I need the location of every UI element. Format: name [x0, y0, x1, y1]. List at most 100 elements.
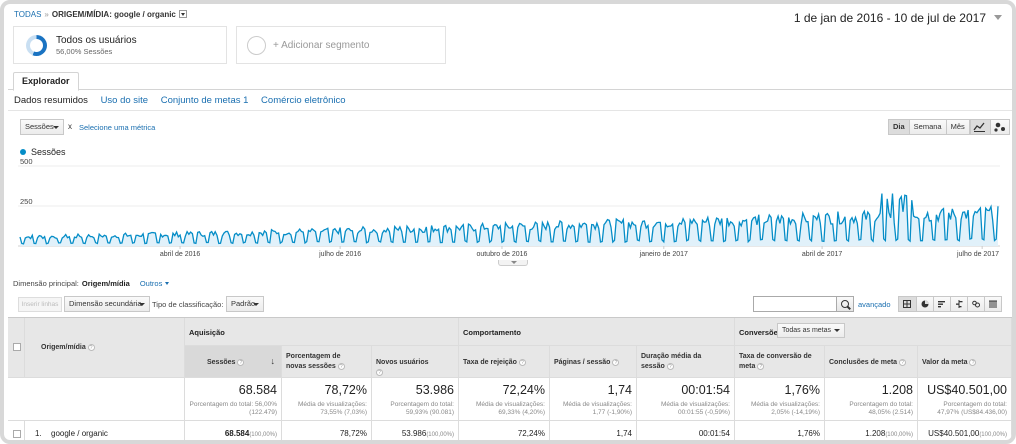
subtab-ecommerce[interactable]: Comércio eletrônico — [261, 95, 346, 106]
x-tick-label: julho de 2016 — [318, 251, 361, 258]
motion-chart-button[interactable] — [990, 120, 1009, 134]
breadcrumb-separator: » — [44, 10, 49, 19]
chart-resize-handle[interactable] — [498, 260, 528, 266]
subtab-goal-set-1[interactable]: Conjunto de metas 1 — [160, 95, 249, 106]
metric-select[interactable]: Sessões — [20, 119, 64, 135]
column-header-bounce-rate[interactable]: Taxa de rejeição ? — [459, 346, 550, 378]
pie-icon — [921, 300, 929, 308]
pivot-view-button[interactable] — [984, 297, 1001, 311]
search-icon[interactable] — [837, 296, 854, 312]
select-all-checkbox[interactable] — [13, 343, 21, 351]
column-header-goal-conversion-rate[interactable]: Taxa de conversão de meta ? — [735, 346, 825, 378]
row-value-number: 68.584 — [224, 429, 250, 438]
row-cell-sessions: 68.584(100,00%) — [185, 421, 282, 440]
granularity-month-button[interactable]: Mês — [945, 120, 969, 134]
line-chart-button[interactable] — [971, 120, 990, 134]
row-cell-goal-conversion-rate: 1,76% — [735, 421, 825, 440]
row-dimension-cell: 1. google / organic — [25, 421, 185, 440]
breadcrumb-current: ORIGEM/MÍDIA: google / organic — [51, 10, 176, 19]
subtab-site-usage[interactable]: Uso do site — [100, 95, 149, 106]
term-cloud-icon — [972, 300, 980, 308]
sessions-chart[interactable]: 500 250 abril de 2016 julho de 2016 outubro … — [18, 158, 1000, 260]
breadcrumb-all-link[interactable]: TODAS — [14, 10, 42, 19]
tab-explorer[interactable]: Explorador — [13, 72, 79, 91]
total-subtext: Média de visualizações: 1,77 (-1,90%) — [562, 401, 632, 416]
row-value: US$40.501,00(100,00%) — [928, 429, 1007, 438]
row-cell-goal-value: US$40.501,00(100,00%) — [918, 421, 1012, 440]
plot-rows-button[interactable]: Inserir linhas — [18, 297, 62, 312]
total-subtext: Porcentagem do total: 56,00% (122.479) — [189, 401, 277, 416]
granularity-day-button[interactable]: Dia — [889, 120, 909, 134]
chevron-down-icon[interactable] — [178, 10, 187, 18]
segment-all-users[interactable]: Todos os usuários 56,00% Sessões — [13, 26, 227, 64]
add-segment-label: + Adicionar segmento — [273, 40, 370, 51]
advanced-filter-link[interactable]: avançado — [858, 300, 891, 309]
column-header-text: Conclusões de meta — [829, 359, 898, 366]
table-controls: Inserir linhas Dimensão secundária Tipo … — [8, 292, 1012, 316]
segment-donut-icon — [26, 35, 47, 56]
total-subtext: Média de visualizações: 69,33% (4,20%) — [475, 401, 545, 416]
date-range-picker[interactable]: 1 de jan de 2016 - 10 de jul de 2017 — [794, 11, 1002, 25]
column-header-pct-new-sessions[interactable]: Porcentagem de novas sessões ? — [282, 346, 372, 378]
select-metric-link[interactable]: Selecione uma métrica — [79, 123, 156, 132]
column-header-text: Duração média da sessão — [641, 353, 702, 370]
column-header-goal-completions[interactable]: Conclusões de meta ? — [825, 346, 918, 378]
row-checkbox[interactable] — [13, 430, 21, 438]
total-cell-pages-per-session: 1,74 Média de visualizações: 1,77 (-1,90%… — [550, 378, 637, 421]
row-value-percent: (100,00%) — [426, 432, 454, 438]
x-tick-label: outubro de 2016 — [476, 251, 527, 258]
conversions-goal-select[interactable]: Todas as metas — [777, 323, 845, 338]
bar-view-button[interactable] — [933, 297, 950, 311]
dimension-header-text: Origem/mídia — [41, 344, 86, 351]
table-search-input[interactable] — [753, 296, 837, 312]
primary-dimension-label: Dimensão principal: — [13, 279, 79, 288]
column-header-pages-per-session[interactable]: Páginas / sessão ? — [550, 346, 637, 378]
column-header-text: Sessões — [207, 359, 236, 366]
row-value: 72,24% — [518, 429, 545, 438]
help-icon: ? — [612, 359, 620, 366]
date-range-label: 1 de jan de 2016 - 10 de jul de 2017 — [793, 11, 986, 25]
term-cloud-view-button[interactable] — [967, 297, 984, 311]
comparison-view-button[interactable] — [950, 297, 967, 311]
total-label-cell — [8, 378, 185, 421]
add-segment-button[interactable]: + Adicionar segmento — [236, 26, 446, 64]
table-view-button[interactable] — [899, 297, 916, 311]
row-value-number: 1,74 — [616, 429, 632, 438]
row-cell-avg-session-duration: 00:01:54 — [637, 421, 735, 440]
total-value: 1.208 — [881, 383, 913, 397]
pie-view-button[interactable] — [916, 297, 933, 311]
conversions-group-label: Conversões — [739, 328, 782, 337]
column-header-text: Taxa de conversão de meta — [739, 353, 812, 370]
sort-type-select[interactable]: Padrão — [226, 296, 264, 312]
help-icon: ? — [376, 369, 383, 376]
row-value: 1,76% — [797, 429, 820, 438]
sort-type-label: Tipo de classificação: — [152, 300, 224, 309]
total-cell-sessions: 68.584 Porcentagem do total: 56,00% (122.… — [185, 378, 282, 421]
row-value-number: 72,24% — [517, 429, 545, 438]
subtab-summary[interactable]: Dados resumidos — [14, 95, 88, 106]
row-dimension-link[interactable]: google / organic — [51, 429, 108, 438]
tab-bar: Explorador — [8, 70, 1012, 91]
other-dimensions-link[interactable]: Outros — [140, 279, 170, 288]
granularity-week-button[interactable]: Semana — [908, 120, 946, 134]
column-header-new-users[interactable]: Novos usuários ? — [372, 346, 459, 378]
column-header-avg-session-duration[interactable]: Duração média da sessão ? — [637, 346, 735, 378]
acquisition-group-header: Aquisição — [185, 318, 459, 346]
total-value: 1,76% — [784, 383, 820, 397]
row-value: 68.584(100,00%) — [225, 429, 277, 438]
column-header-goal-value[interactable]: Valor da meta ? — [918, 346, 1012, 378]
help-icon: ? — [666, 363, 674, 370]
x-tick-label: abril de 2017 — [802, 251, 843, 258]
dimension-header[interactable]: Origem/mídia ? — [25, 318, 185, 378]
row-value-number: 00:01:54 — [698, 429, 730, 438]
segment-title: Todos os usuários — [56, 35, 137, 46]
total-cell-goal-conversion-rate: 1,76% Média de visualizações: 2,05% (-14,… — [735, 378, 825, 421]
total-cell-bounce-rate: 72,24% Média de visualizações: 69,33% (4,… — [459, 378, 550, 421]
segment-bar: Todos os usuários 56,00% Sessões + Adici… — [8, 22, 1012, 70]
bar-icon — [938, 301, 945, 308]
column-header-sessions[interactable]: Sessões ? ↓ — [185, 346, 282, 378]
total-value: 1,74 — [607, 383, 632, 397]
bubble-chart-icon — [994, 122, 1005, 132]
secondary-dimension-select[interactable]: Dimensão secundária — [64, 296, 150, 312]
row-value: 53.986(100,00%) — [402, 429, 454, 438]
